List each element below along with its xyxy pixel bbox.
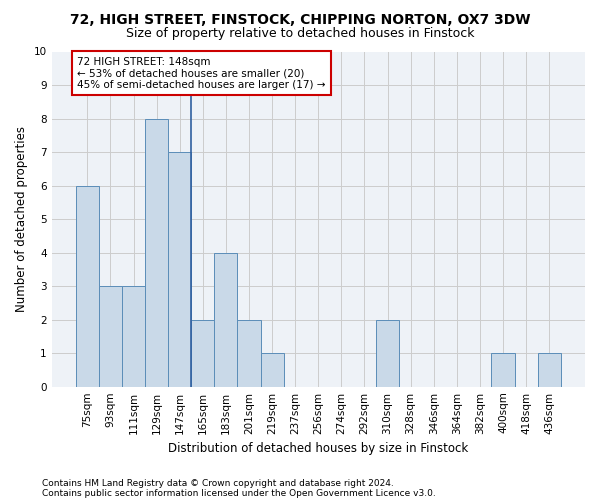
Bar <box>538 353 561 386</box>
Bar <box>145 118 168 386</box>
Text: Size of property relative to detached houses in Finstock: Size of property relative to detached ho… <box>126 28 474 40</box>
Bar <box>491 353 515 386</box>
Bar <box>99 286 122 386</box>
Bar <box>376 320 399 386</box>
Bar <box>260 353 284 386</box>
Bar <box>76 186 99 386</box>
Text: 72, HIGH STREET, FINSTOCK, CHIPPING NORTON, OX7 3DW: 72, HIGH STREET, FINSTOCK, CHIPPING NORT… <box>70 12 530 26</box>
Text: 72 HIGH STREET: 148sqm
← 53% of detached houses are smaller (20)
45% of semi-det: 72 HIGH STREET: 148sqm ← 53% of detached… <box>77 56 325 90</box>
Bar <box>238 320 260 386</box>
Bar <box>214 252 238 386</box>
Bar <box>191 320 214 386</box>
X-axis label: Distribution of detached houses by size in Finstock: Distribution of detached houses by size … <box>168 442 469 455</box>
Bar <box>168 152 191 386</box>
Bar <box>122 286 145 386</box>
Text: Contains HM Land Registry data © Crown copyright and database right 2024.: Contains HM Land Registry data © Crown c… <box>42 478 394 488</box>
Text: Contains public sector information licensed under the Open Government Licence v3: Contains public sector information licen… <box>42 488 436 498</box>
Y-axis label: Number of detached properties: Number of detached properties <box>15 126 28 312</box>
